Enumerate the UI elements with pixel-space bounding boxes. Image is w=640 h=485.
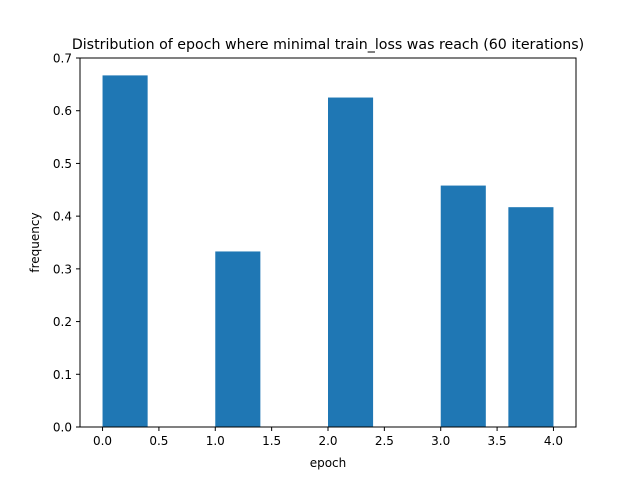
y-tick-label: 0.1 [53, 368, 72, 382]
x-axis-ticks: 0.0 0.5 1.0 1.5 2.0 2.5 3.0 3.5 4.0 [93, 427, 563, 448]
histogram-bar-4 [440, 185, 486, 427]
y-tick-label: 0.0 [53, 421, 72, 435]
histogram-bar-0 [102, 75, 148, 427]
y-tick-label: 0.7 [53, 52, 72, 66]
x-tick-label: 1.0 [206, 434, 225, 448]
y-tick-label: 0.4 [53, 210, 72, 224]
x-tick-label: 3.0 [431, 434, 450, 448]
histogram-bar-5 [508, 207, 554, 427]
y-tick-label: 0.6 [53, 104, 72, 118]
x-tick-label: 4.0 [544, 434, 563, 448]
x-tick-label: 0.0 [93, 434, 112, 448]
x-axis-label: epoch [310, 456, 347, 470]
x-tick-label: 0.5 [149, 434, 168, 448]
x-tick-label: 2.0 [318, 434, 337, 448]
chart-title: Distribution of epoch where minimal trai… [72, 37, 584, 53]
x-tick-label: 2.5 [375, 434, 394, 448]
y-tick-label: 0.3 [53, 262, 72, 276]
y-axis-ticks: 0.0 0.1 0.2 0.3 0.4 0.5 0.6 0.7 [53, 52, 80, 435]
x-tick-label: 1.5 [262, 434, 281, 448]
x-tick-label: 3.5 [488, 434, 507, 448]
y-axis-label: frequency [28, 212, 42, 272]
histogram-bar-3 [328, 97, 374, 428]
y-tick-label: 0.2 [53, 315, 72, 329]
bars-group [102, 75, 554, 428]
histogram-bar-1 [215, 251, 261, 427]
y-tick-label: 0.5 [53, 157, 72, 171]
